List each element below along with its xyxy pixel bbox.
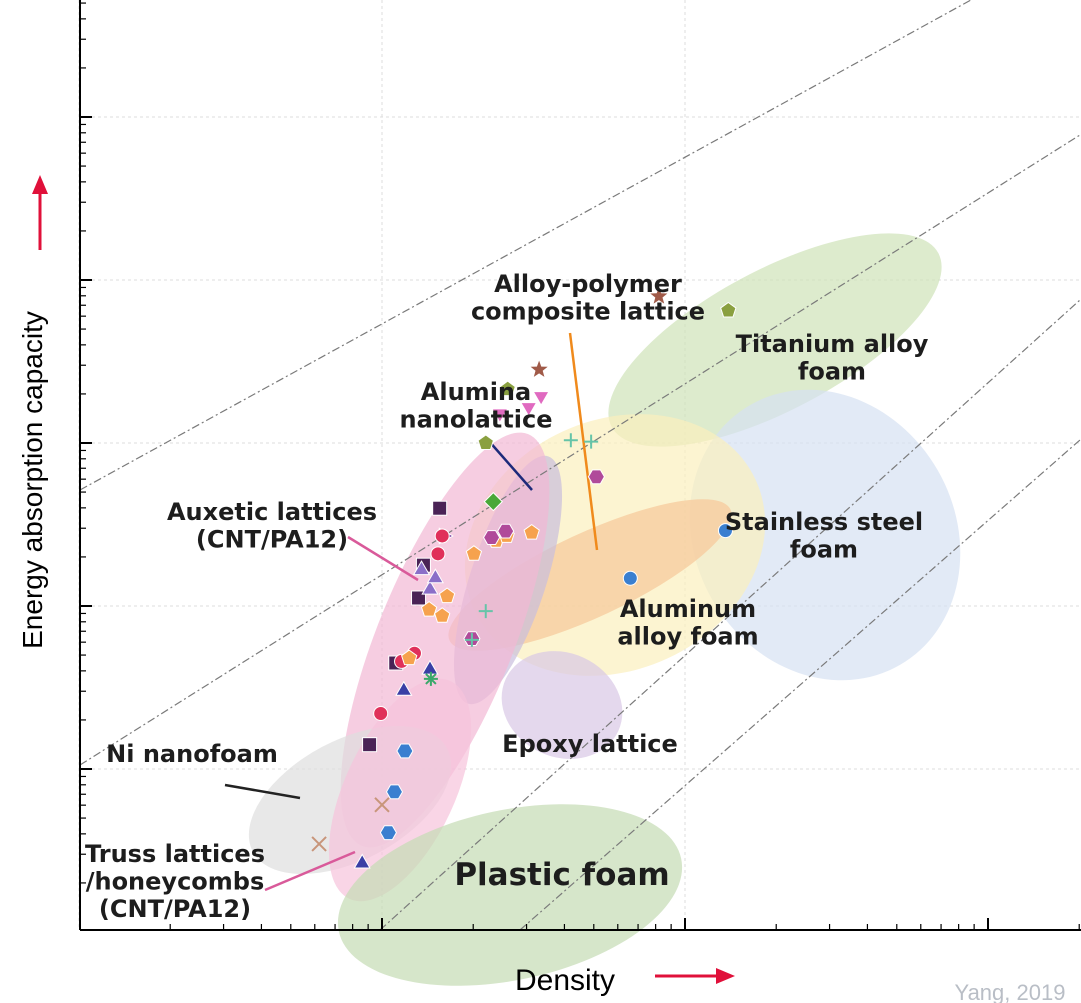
point-triangle-down [520, 402, 538, 418]
point-star [650, 287, 668, 304]
point-asterisk [423, 671, 438, 686]
point-pentagon [438, 587, 456, 604]
label-plastic-foam: Plastic foam [454, 857, 669, 893]
label-line: /honeycombs [86, 868, 265, 896]
point-circle [622, 570, 638, 586]
label-line: Aluminum [620, 595, 756, 623]
point-triangle [421, 579, 439, 595]
point-circle [430, 546, 446, 562]
region-titanium-alloy-foam [608, 233, 942, 447]
point-pentagon [465, 545, 483, 561]
point-hexagon [587, 469, 605, 485]
point-triangle-down [491, 408, 509, 424]
label-line: (CNT/PA12) [196, 526, 348, 554]
label-aluminum-alloy-foam: Aluminum alloy foam [617, 595, 758, 651]
regions [248, 233, 961, 986]
label-line: Alloy-polymer [494, 270, 682, 298]
label-line: composite lattice [471, 298, 705, 326]
leader-line [224, 783, 301, 800]
label-alloy-polymer-composite-lattice: Alloy-polymer composite lattice [471, 270, 705, 326]
point-pentagon [401, 649, 418, 666]
point-circle [717, 523, 733, 539]
guide-line [519, 439, 1081, 931]
guide-lines [79, 0, 1081, 931]
leader-line [347, 535, 419, 582]
label-ni-nanofoam: Ni nanofoam [106, 740, 278, 768]
data-points [311, 287, 737, 869]
point-triangle [426, 568, 444, 584]
axes [79, 0, 1081, 931]
label-line: Stainless steel [725, 508, 923, 536]
point-pentagon [420, 600, 438, 617]
label-line: Alumina [421, 378, 531, 406]
point-star [530, 360, 548, 377]
label-line: Titanium alloy [736, 330, 929, 358]
point-hexagon [497, 523, 515, 539]
point-pentagon [434, 607, 451, 623]
region-epoxy-lattice [501, 651, 623, 759]
label-line: foam [798, 358, 866, 386]
label-line: Plastic foam [454, 857, 669, 893]
label-titanium-alloy-foam: Titanium alloy foam [736, 330, 929, 386]
point-hexagon [483, 530, 501, 545]
point-triangle [395, 680, 413, 696]
region-plastic-foam [337, 804, 683, 986]
leader-line [487, 439, 533, 491]
leader-lines [224, 332, 599, 892]
point-hexagon [379, 825, 397, 841]
point-cross [464, 632, 479, 647]
point-hexagon [396, 743, 414, 759]
watermark: Yang, 2019 [955, 980, 1066, 1003]
point-triangle [353, 853, 371, 869]
leader-line [264, 850, 356, 892]
point-cross [563, 433, 578, 448]
y-axis-arrow [32, 175, 48, 250]
region-stainless-steel-foam [689, 389, 961, 681]
point-x [374, 797, 390, 813]
label-line: (CNT/PA12) [99, 895, 251, 923]
label-line: Ni nanofoam [106, 740, 278, 768]
point-circle [373, 706, 389, 722]
point-square [362, 737, 378, 753]
point-pentagon [720, 301, 737, 318]
label-truss-lattices-honeycombs-cnt-pa12-: Truss lattices/honeycombs (CNT/PA12) [85, 840, 265, 923]
label-line: Truss lattices [85, 840, 265, 868]
point-cross [584, 434, 599, 449]
label-line: Epoxy lattice [502, 730, 678, 758]
point-hexagon [385, 784, 404, 800]
point-diamond [483, 491, 504, 512]
point-circle [434, 528, 450, 544]
label-stainless-steel-foam: Stainless steel foam [725, 508, 923, 564]
point-pentagon [499, 380, 516, 397]
label-auxetic-lattices-cnt-pa12-: Auxetic lattices (CNT/PA12) [167, 498, 377, 554]
point-triangle-down [532, 391, 550, 407]
point-square [432, 500, 448, 516]
guide-line [79, 0, 973, 491]
x-axis-arrow [655, 968, 735, 984]
point-cross [478, 604, 493, 619]
label-epoxy-lattice: Epoxy lattice [502, 730, 678, 758]
x-axis-label: Density [515, 964, 615, 997]
point-pentagon [523, 523, 540, 540]
label-line: Auxetic lattices [167, 498, 377, 526]
leader-line [568, 332, 599, 551]
label-line: nanolattice [400, 406, 553, 434]
label-line: alloy foam [617, 623, 758, 651]
point-triangle [412, 560, 431, 576]
y-axis-label: Energy absorption capacity [17, 311, 48, 649]
point-pentagon [477, 434, 494, 450]
point-x [311, 836, 327, 852]
label-alumina-nanolattice: Alumina nanolattice [400, 378, 553, 434]
label-line: foam [790, 536, 858, 564]
guide-line [379, 299, 1081, 931]
guide-line [79, 134, 1081, 766]
